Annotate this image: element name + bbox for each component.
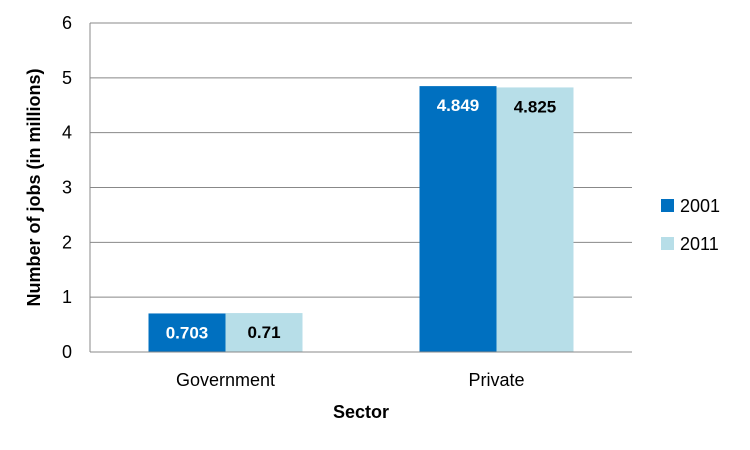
gridlines bbox=[89, 22, 632, 353]
y-tick-label: 2 bbox=[62, 232, 72, 252]
y-tick-label: 1 bbox=[62, 287, 72, 307]
legend-label: 2001 bbox=[680, 196, 720, 216]
category-labels: Government Private bbox=[176, 370, 525, 390]
data-label: 4.825 bbox=[514, 97, 557, 116]
data-label: 0.703 bbox=[166, 323, 209, 342]
y-tick-label: 5 bbox=[62, 68, 72, 88]
data-label: 4.849 bbox=[437, 96, 480, 115]
category-label: Government bbox=[176, 370, 275, 390]
category-label: Private bbox=[468, 370, 524, 390]
y-tick-label: 6 bbox=[62, 13, 72, 33]
bar-government-2001 bbox=[148, 313, 226, 352]
data-label: 0.71 bbox=[247, 323, 280, 342]
legend-label: 2011 bbox=[680, 234, 719, 254]
y-tick-label: 0 bbox=[62, 342, 72, 362]
y-tick-label: 4 bbox=[62, 123, 72, 143]
bars: 0.703 0.71 4.849 4.825 bbox=[148, 86, 574, 353]
legend: 2001 2011 bbox=[661, 196, 720, 254]
bar-private-2001 bbox=[419, 86, 497, 353]
y-axis-title: Number of jobs (in millions) bbox=[24, 68, 44, 306]
y-tick-labels: 0 1 2 3 4 5 6 bbox=[62, 13, 72, 362]
y-tick-label: 3 bbox=[62, 178, 72, 198]
bar-private-2011 bbox=[496, 87, 574, 352]
x-axis-title: Sector bbox=[333, 402, 389, 422]
legend-swatch-2011 bbox=[661, 237, 674, 250]
bar-government-2011 bbox=[225, 313, 303, 352]
legend-swatch-2001 bbox=[661, 199, 674, 212]
